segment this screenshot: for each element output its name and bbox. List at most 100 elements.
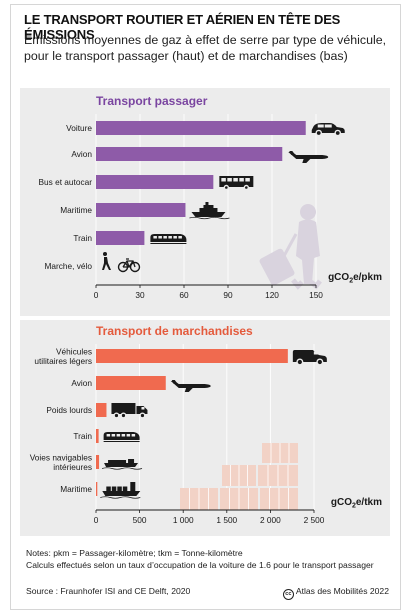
container-box bbox=[106, 486, 111, 491]
train-window bbox=[153, 236, 157, 239]
plane-icon bbox=[170, 380, 211, 392]
bus-window bbox=[227, 178, 232, 182]
container-box bbox=[117, 486, 122, 491]
bus-wheel-rear bbox=[243, 184, 250, 191]
x-tick-label: 90 bbox=[223, 290, 233, 300]
passenger-panel: Transport passager Voiture Avion Bus et aut… bbox=[20, 88, 390, 316]
passenger-chart: Transport passager Voiture Avion Bus et aut… bbox=[38, 94, 382, 300]
bar bbox=[96, 482, 98, 496]
truck-icon bbox=[111, 403, 148, 419]
train-window bbox=[178, 236, 182, 239]
barge-cargo bbox=[108, 460, 127, 463]
unit-label-main: gCO bbox=[331, 497, 352, 508]
category-label: Bus et autocar bbox=[38, 177, 92, 187]
barge-icon bbox=[101, 459, 143, 470]
train-window bbox=[121, 434, 126, 437]
plane-tail bbox=[171, 380, 178, 384]
truck-wheel-2 bbox=[120, 412, 127, 419]
truck-wheel-3 bbox=[139, 412, 146, 419]
category-label: utilitaires légers bbox=[34, 356, 92, 366]
unit-label-subscript: 2 bbox=[349, 278, 353, 285]
train-window bbox=[116, 434, 121, 437]
bus-window bbox=[239, 178, 244, 182]
bar bbox=[96, 231, 145, 245]
x-tick-label: 60 bbox=[179, 290, 189, 300]
x-tick-label: 2 000 bbox=[260, 515, 281, 525]
walker-body bbox=[102, 257, 111, 270]
plane-fuselage bbox=[170, 381, 211, 388]
barge-cabin bbox=[128, 459, 135, 463]
category-label: Avion bbox=[71, 378, 92, 388]
train-window bbox=[126, 434, 131, 437]
crates-illustration bbox=[180, 443, 298, 510]
van-wheel-rear bbox=[316, 358, 324, 366]
plane-icon bbox=[288, 151, 329, 163]
suitcase bbox=[259, 248, 295, 286]
ship-funnel bbox=[205, 202, 209, 205]
ship-deck bbox=[199, 208, 218, 212]
notes: Notes: pkm = Passager-kilomètre; tkm = T… bbox=[26, 548, 396, 571]
van-icon bbox=[292, 350, 327, 366]
container-ship-wave bbox=[100, 496, 141, 499]
bar bbox=[96, 203, 186, 217]
subtitle-line-2: pour le transport passager (haut) et de … bbox=[24, 49, 348, 63]
category-label: Poids lourds bbox=[46, 405, 92, 415]
x-tick-label: 120 bbox=[265, 290, 279, 300]
truck-cab bbox=[136, 406, 148, 414]
x-tick-label: 1 500 bbox=[216, 515, 237, 525]
bus-window bbox=[221, 178, 226, 182]
x-tick-label: 0 bbox=[94, 515, 99, 525]
x-tick-label: 0 bbox=[94, 290, 99, 300]
train-window bbox=[111, 434, 116, 437]
traveller-arm bbox=[282, 233, 298, 257]
car-icon bbox=[311, 123, 345, 137]
container-box bbox=[122, 486, 128, 491]
train-window bbox=[173, 236, 177, 239]
car-wheel-rear bbox=[334, 129, 342, 137]
x-tick-label: 30 bbox=[135, 290, 145, 300]
chart-title: Transport passager bbox=[96, 94, 208, 108]
container-ship-bridge bbox=[130, 482, 136, 491]
train-window bbox=[163, 236, 167, 239]
bike-wheel-rear bbox=[129, 261, 141, 273]
bus-wheel-front bbox=[223, 184, 230, 191]
van-wheel-front bbox=[296, 358, 304, 366]
plane-wing bbox=[302, 157, 313, 163]
unit-label-main: gCO bbox=[328, 272, 349, 283]
notes-line-1: Notes: pkm = Passager-kilomètre; tkm = T… bbox=[26, 548, 243, 558]
train-window bbox=[106, 434, 111, 437]
freight-panel: Transport de marchandises Véhicules utilit… bbox=[20, 320, 390, 536]
category-label: Marche, vélo bbox=[45, 261, 93, 271]
train-window bbox=[131, 434, 136, 437]
category-label: Maritime bbox=[60, 484, 92, 494]
container-ship-icon bbox=[100, 482, 141, 499]
container-box bbox=[111, 486, 117, 491]
bar bbox=[96, 349, 288, 363]
category-label: Voies navigables bbox=[30, 452, 92, 462]
barge-wave bbox=[101, 467, 143, 470]
bar bbox=[96, 455, 100, 469]
unit-label-subscript: 2 bbox=[352, 503, 356, 510]
category-label: Train bbox=[73, 233, 92, 243]
bus-icon bbox=[219, 176, 254, 191]
x-tick-label: 1 000 bbox=[173, 515, 194, 525]
ship-wave bbox=[189, 216, 230, 220]
page-title: LE TRANSPORT ROUTIER ET AÉRIEN EN TÊTE D… bbox=[24, 12, 341, 42]
traveller-body bbox=[296, 219, 320, 284]
category-label: Véhicules bbox=[56, 346, 92, 356]
notes-line-2: Calculs effectués selon un taux d’occupa… bbox=[26, 559, 374, 570]
train-window bbox=[158, 236, 162, 239]
container-ship-hull bbox=[102, 491, 141, 496]
ship-bridge bbox=[203, 205, 214, 208]
credit-text: Atlas des Mobilités 2022 bbox=[295, 586, 389, 596]
plane-fuselage bbox=[288, 152, 329, 159]
category-label: Maritime bbox=[60, 205, 92, 215]
traveller-head bbox=[300, 204, 316, 220]
category-label: Voiture bbox=[66, 123, 92, 133]
car-wheel-front bbox=[315, 129, 323, 137]
traveller-illustration bbox=[259, 204, 322, 290]
ship-icon bbox=[189, 202, 230, 220]
page-subtitle: Émissions moyennes de gaz à effet de ser… bbox=[24, 32, 394, 64]
train-icon bbox=[150, 234, 187, 244]
